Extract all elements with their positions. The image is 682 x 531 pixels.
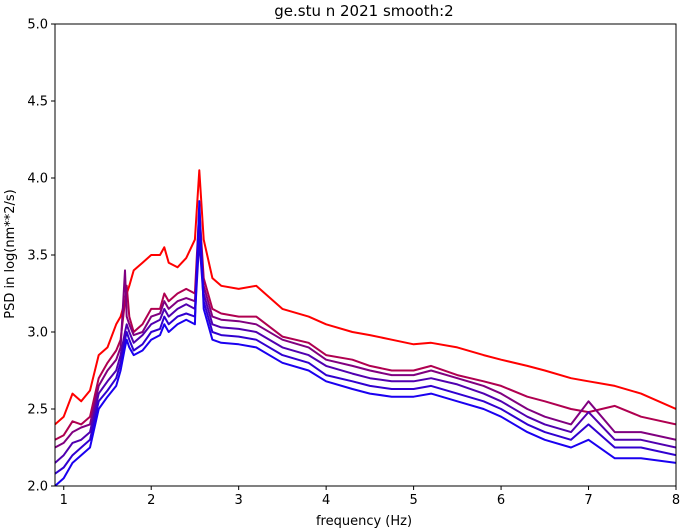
plot-frame (54, 23, 677, 487)
x-tick-label: 5 (409, 493, 417, 508)
y-tick-label: 4.5 (27, 95, 48, 110)
series-line-5 (55, 238, 676, 475)
x-axis: 1 2 3 4 5 6 7 8 (60, 486, 680, 508)
chart-title: ge.stu n 2021 smooth:2 (274, 2, 453, 20)
y-tick-label: 3.5 (27, 249, 48, 264)
x-tick-label: 2 (147, 493, 155, 508)
y-tick-label: 3.0 (27, 326, 48, 341)
series-line-2 (55, 207, 676, 441)
series-line-6 (55, 200, 676, 486)
y-axis-label: PSD in log(nm**2/s) (3, 189, 18, 319)
y-tick-label: 5.0 (27, 18, 48, 33)
y-tick-label: 4.0 (27, 172, 48, 187)
x-tick-label: 1 (60, 493, 68, 508)
y-tick-label: 2.0 (27, 480, 48, 495)
series-layer (55, 169, 676, 486)
x-tick-label: 6 (497, 493, 505, 508)
x-tick-label: 3 (235, 493, 243, 508)
x-tick-label: 8 (672, 493, 680, 508)
y-tick-label: 2.5 (27, 403, 48, 418)
x-tick-label: 4 (322, 493, 330, 508)
x-axis-label: frequency (Hz) (316, 514, 412, 529)
x-tick-label: 7 (584, 493, 592, 508)
y-axis: 2.0 2.5 3.0 3.5 4.0 4.5 5.0 (27, 18, 55, 495)
series-line-1 (55, 169, 676, 426)
